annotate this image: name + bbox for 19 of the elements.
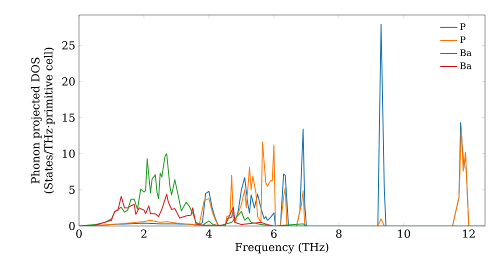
legend-label: Ba xyxy=(460,62,472,70)
y-axis-title: Phonon projected DOS (States/THz·primitive cell) xyxy=(31,48,55,194)
x-tick-label: 8 xyxy=(336,230,342,238)
x-tick-label: 2 xyxy=(141,230,146,238)
y-tick-label: 25 xyxy=(62,41,75,50)
x-tick-label: 0 xyxy=(76,230,82,238)
x-tick-label: 12 xyxy=(463,230,475,238)
x-tick-label: 4 xyxy=(206,230,212,238)
legend-label: P xyxy=(460,23,466,30)
legend-label: P xyxy=(460,36,466,44)
y-tick-label: 5 xyxy=(69,186,75,194)
legend-label: Ba xyxy=(460,49,472,56)
x-tick-label: 10 xyxy=(398,230,410,238)
y-tick-label: 15 xyxy=(62,113,75,122)
y-tick-label: 10 xyxy=(62,150,75,158)
y-tick-label: 20 xyxy=(62,77,75,86)
x-axis-title: Frequency (THz) xyxy=(235,242,328,254)
x-tick-label: 6 xyxy=(271,230,277,238)
y-tick-label: 0 xyxy=(69,222,75,230)
